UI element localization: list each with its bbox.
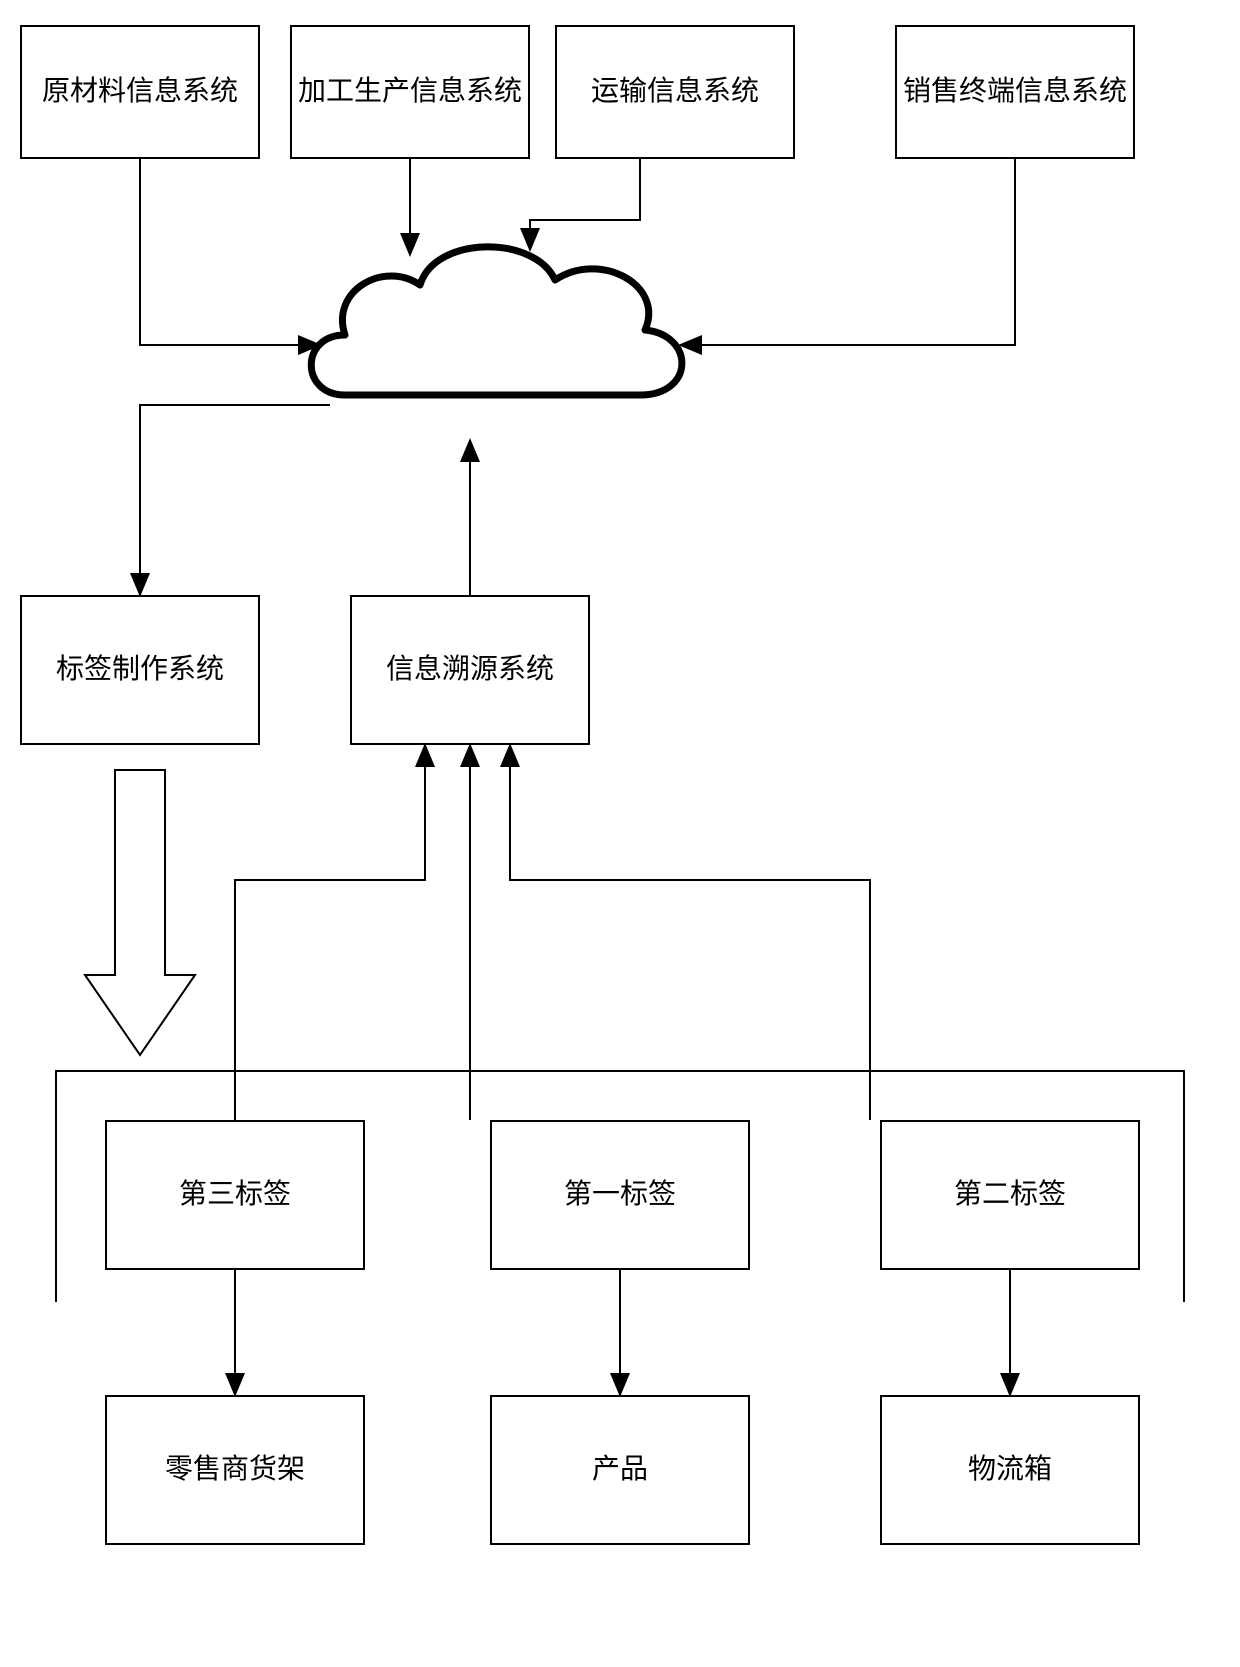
hollow-arrow-icon [0,0,1240,1667]
diagram-canvas: 原材料信息系统 加工生产信息系统 运输信息系统 销售终端信息系统 标签制作系统 … [0,0,1240,1667]
